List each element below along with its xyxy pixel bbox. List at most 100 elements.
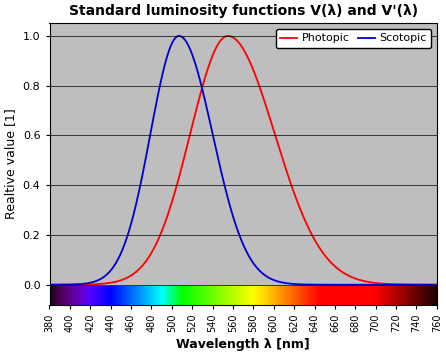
Bar: [357, 286, 358, 305]
Bar: [379, 286, 380, 305]
Bar: [266, 286, 267, 305]
Bar: [108, 286, 109, 305]
Bar: [110, 286, 111, 305]
Bar: [146, 286, 147, 305]
Bar: [162, 286, 163, 305]
Bar: [210, 286, 211, 305]
Bar: [250, 286, 251, 305]
Bar: [64, 286, 65, 305]
Bar: [302, 286, 303, 305]
Bar: [381, 286, 382, 305]
Bar: [219, 286, 220, 305]
Bar: [71, 286, 72, 305]
Bar: [75, 286, 76, 305]
Bar: [107, 286, 108, 305]
Bar: [245, 286, 246, 305]
Bar: [416, 286, 417, 305]
Y-axis label: Realtive value [1]: Realtive value [1]: [4, 109, 17, 219]
Bar: [425, 286, 426, 305]
Bar: [56, 286, 57, 305]
Bar: [300, 286, 301, 305]
Bar: [280, 286, 281, 305]
Bar: [417, 286, 418, 305]
Bar: [161, 286, 162, 305]
Bar: [109, 286, 110, 305]
Bar: [253, 286, 254, 305]
Bar: [343, 286, 344, 305]
Bar: [142, 286, 143, 305]
Bar: [128, 286, 129, 305]
Bar: [306, 286, 307, 305]
Bar: [287, 286, 288, 305]
Bar: [322, 286, 323, 305]
Bar: [218, 286, 219, 305]
Bar: [203, 286, 204, 305]
Bar: [68, 286, 69, 305]
Bar: [265, 286, 266, 305]
Bar: [248, 286, 249, 305]
Bar: [339, 286, 340, 305]
Bar: [152, 286, 153, 305]
Bar: [131, 286, 132, 305]
Bar: [50, 286, 437, 305]
Bar: [369, 286, 370, 305]
Bar: [278, 286, 279, 305]
Bar: [132, 286, 133, 305]
Bar: [328, 286, 329, 305]
Bar: [364, 286, 365, 305]
Bar: [410, 286, 411, 305]
Bar: [283, 286, 284, 305]
Bar: [399, 286, 400, 305]
Bar: [215, 286, 216, 305]
Bar: [92, 286, 93, 305]
Bar: [341, 286, 342, 305]
Scotopic: [114, 260, 120, 264]
Bar: [104, 286, 105, 305]
Bar: [180, 286, 181, 305]
Bar: [155, 286, 156, 305]
Bar: [137, 286, 138, 305]
Bar: [211, 286, 212, 305]
Bar: [271, 286, 272, 305]
Bar: [141, 286, 142, 305]
Bar: [330, 286, 331, 305]
Bar: [166, 286, 167, 305]
Bar: [334, 286, 335, 305]
Bar: [318, 286, 319, 305]
Bar: [70, 286, 71, 305]
Bar: [90, 286, 91, 305]
Bar: [174, 286, 175, 305]
Bar: [345, 286, 346, 305]
Bar: [298, 286, 299, 305]
Bar: [372, 286, 373, 305]
Bar: [270, 286, 271, 305]
Bar: [272, 286, 273, 305]
Bar: [159, 286, 160, 305]
Bar: [77, 286, 78, 305]
Bar: [58, 286, 59, 305]
Bar: [76, 286, 77, 305]
Bar: [382, 286, 383, 305]
Bar: [355, 286, 356, 305]
Bar: [183, 286, 184, 305]
Bar: [259, 286, 260, 305]
Bar: [100, 286, 101, 305]
Bar: [247, 286, 248, 305]
Bar: [420, 286, 421, 305]
Bar: [329, 286, 330, 305]
Bar: [177, 286, 178, 305]
Bar: [202, 286, 203, 305]
Line: Scotopic: Scotopic: [50, 36, 437, 285]
Bar: [281, 286, 282, 305]
Bar: [433, 286, 434, 305]
Bar: [164, 286, 165, 305]
Bar: [398, 286, 399, 305]
Bar: [239, 286, 240, 305]
Bar: [123, 286, 124, 305]
Bar: [59, 286, 60, 305]
Bar: [227, 286, 228, 305]
Bar: [195, 286, 196, 305]
Bar: [258, 286, 259, 305]
Bar: [178, 286, 179, 305]
Bar: [145, 286, 146, 305]
